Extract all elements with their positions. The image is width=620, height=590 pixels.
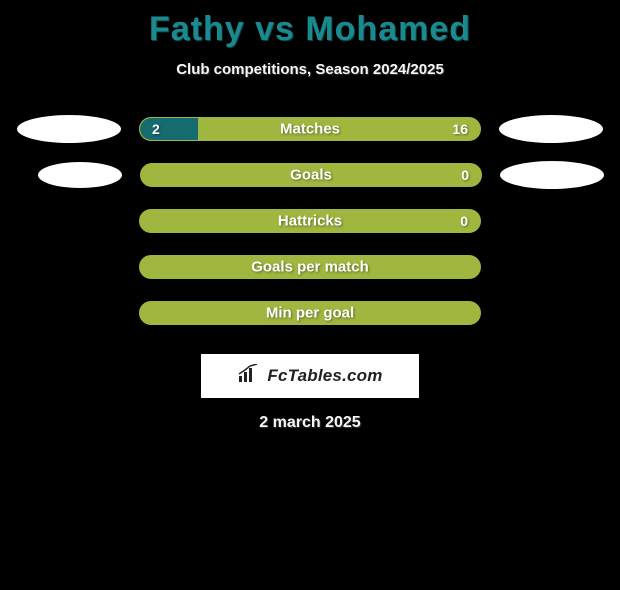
bar-label: Min per goal bbox=[266, 305, 354, 322]
stat-row: Min per goal bbox=[0, 290, 620, 336]
bar-label: Goals per match bbox=[251, 259, 369, 276]
stat-row: 2 Matches 16 bbox=[0, 106, 620, 152]
bar-right-value: 0 bbox=[460, 213, 468, 229]
stat-bar: Goals 0 bbox=[140, 163, 482, 187]
date-text: 2 march 2025 bbox=[0, 414, 620, 432]
bar-label: Matches bbox=[280, 121, 340, 138]
stat-bar: 2 Matches 16 bbox=[139, 117, 481, 141]
player-right-marker bbox=[499, 115, 603, 143]
player-left-marker bbox=[38, 162, 122, 188]
logo-box: FcTables.com bbox=[201, 354, 419, 398]
stat-bar: Hattricks 0 bbox=[139, 209, 481, 233]
bar-right-value: 16 bbox=[452, 121, 468, 137]
bar-label: Hattricks bbox=[278, 213, 342, 230]
bar-left-fill bbox=[140, 118, 198, 140]
subtitle: Club competitions, Season 2024/2025 bbox=[0, 61, 620, 78]
player-left-marker bbox=[17, 115, 121, 143]
bar-label: Goals bbox=[290, 167, 332, 184]
bar-left-value: 2 bbox=[152, 121, 160, 137]
chart-icon bbox=[237, 364, 261, 389]
logo-text: FcTables.com bbox=[267, 366, 382, 386]
page-title: Fathy vs Mohamed bbox=[0, 10, 620, 49]
player-right-marker bbox=[500, 161, 604, 189]
stat-row: Goals per match bbox=[0, 244, 620, 290]
comparison-chart: 2 Matches 16 Goals 0 Hattricks 0 Goals per matc… bbox=[0, 106, 620, 336]
stat-bar: Goals per match bbox=[139, 255, 481, 279]
stat-row: Hattricks 0 bbox=[0, 198, 620, 244]
stat-row: Goals 0 bbox=[0, 152, 620, 198]
bar-right-value: 0 bbox=[461, 167, 469, 183]
stat-bar: Min per goal bbox=[139, 301, 481, 325]
